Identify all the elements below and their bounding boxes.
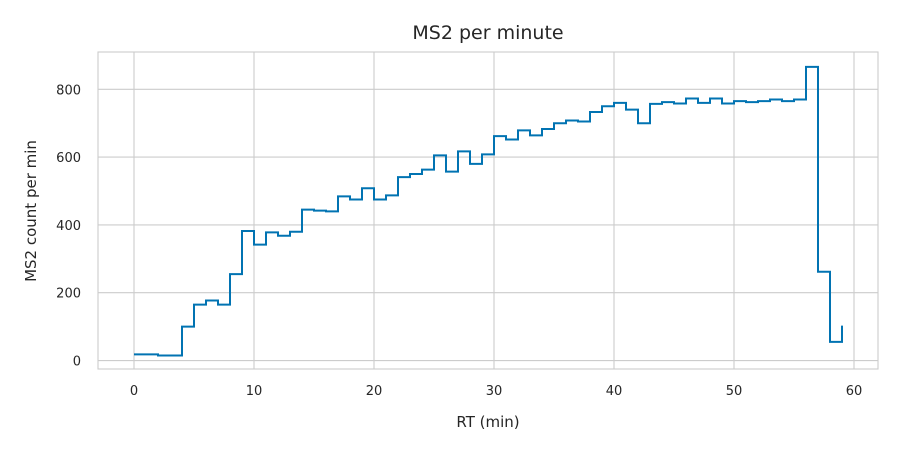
y-tick-label: 200 bbox=[56, 287, 81, 302]
x-tick-labels: 0 10 20 30 40 50 60 bbox=[130, 384, 862, 399]
x-tick-label: 20 bbox=[366, 384, 383, 399]
grid bbox=[98, 52, 878, 369]
x-tick-label: 40 bbox=[606, 384, 623, 399]
x-tick-label: 30 bbox=[486, 384, 503, 399]
y-tick-label: 800 bbox=[56, 83, 81, 98]
ms2-step-line bbox=[134, 65, 843, 357]
y-tick-label: 600 bbox=[56, 151, 81, 166]
y-axis-label: MS2 count per min bbox=[22, 140, 40, 282]
plot-frame bbox=[97, 51, 879, 370]
y-tick-label: 400 bbox=[56, 219, 81, 234]
x-axis-label: RT (min) bbox=[456, 413, 519, 431]
series bbox=[134, 65, 843, 357]
y-tick-labels: 0 200 400 600 800 bbox=[56, 83, 81, 369]
y-tick-label: 0 bbox=[73, 355, 81, 370]
x-tick-label: 60 bbox=[846, 384, 863, 399]
x-tick-label: 10 bbox=[246, 384, 263, 399]
x-tick-label: 50 bbox=[726, 384, 743, 399]
chart-title: MS2 per minute bbox=[412, 22, 563, 44]
x-tick-label: 0 bbox=[130, 384, 138, 399]
